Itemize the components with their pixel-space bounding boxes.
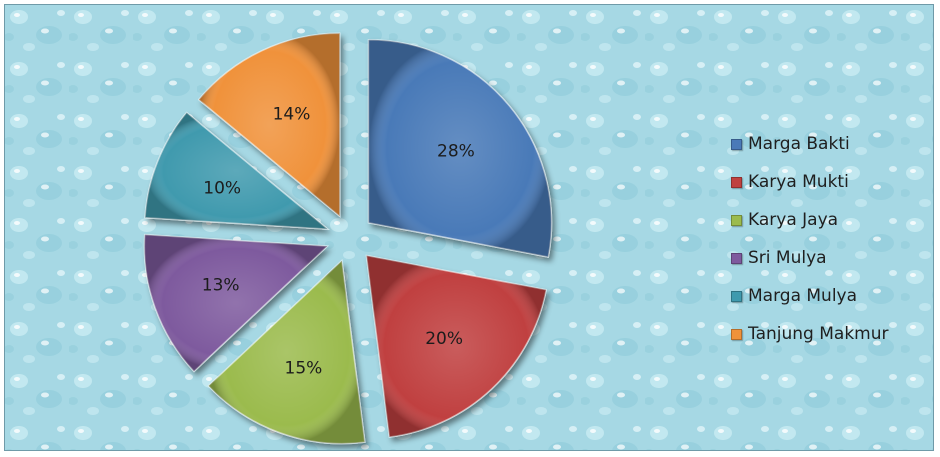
pie-slice-bevel (145, 112, 328, 230)
legend-swatch (731, 252, 742, 264)
legend-label: Marga Bakti (748, 134, 850, 154)
legend-label: Marga Mulya (748, 286, 858, 306)
legend-swatch (731, 290, 742, 302)
pie-slice-label-karya-jaya: 15% (285, 358, 323, 378)
legend-item-marga-mulya: Marga Mulya (731, 277, 931, 315)
pie-slice-label-marga-bakti: 28% (437, 141, 475, 161)
pie-slice-label-sri-mulya: 13% (202, 276, 240, 296)
pie-chart: 28% 20% 15% 13% 10% 14% (5, 5, 933, 450)
pie-slice-bevel (368, 39, 552, 257)
legend-item-karya-jaya: Karya Jaya (731, 201, 931, 239)
legend-item-marga-bakti: Marga Bakti (731, 125, 931, 163)
pie-slice-label-tanjung-makmur: 14% (273, 105, 311, 125)
legend-swatch (731, 328, 742, 340)
legend-swatch (731, 176, 742, 188)
pie-slice-bevel (208, 260, 365, 444)
pie-slice-label-marga-mulya: 10% (203, 178, 241, 198)
legend-item-sri-mulya: Sri Mulya (731, 239, 931, 277)
pie-slice-label-karya-mukti: 20% (425, 329, 463, 349)
legend-label: Tanjung Makmur (748, 324, 889, 344)
legend-label: Sri Mulya (748, 248, 827, 268)
legend-swatch (731, 138, 742, 150)
chart-frame: 28% 20% 15% 13% 10% 14% Marga Bakti Karya Muk… (4, 4, 934, 451)
legend-label: Karya Mukti (748, 172, 849, 192)
legend-label: Karya Jaya (748, 210, 839, 230)
pie-slice-bevel (144, 234, 328, 372)
pie-slice-bevel (366, 255, 547, 438)
legend-item-karya-mukti: Karya Mukti (731, 163, 931, 201)
pie-slice-labels: 28% 20% 15% 13% 10% 14% (202, 105, 475, 379)
legend-item-tanjung-makmur: Tanjung Makmur (731, 315, 931, 353)
pie-slice-bevel (198, 33, 340, 217)
chart-legend: Marga Bakti Karya Mukti Karya Jaya Sri M… (731, 125, 931, 353)
legend-swatch (731, 214, 742, 226)
pie-slices (143, 32, 553, 445)
